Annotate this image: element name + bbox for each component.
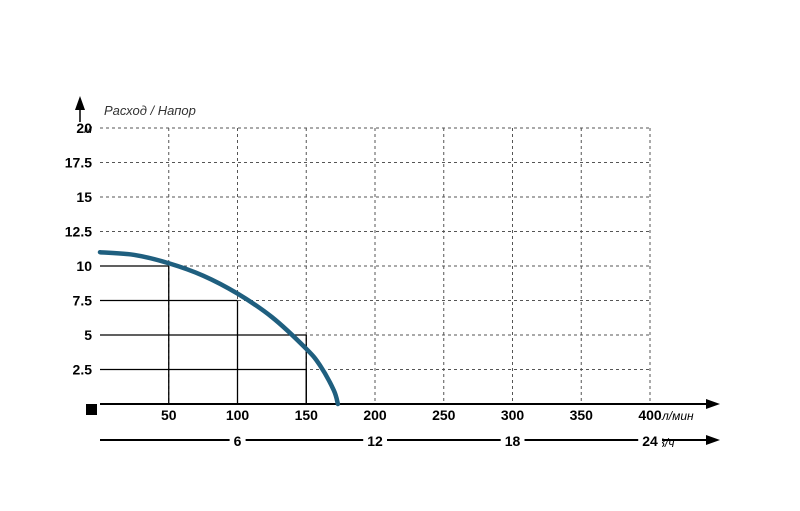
x2-tick-label: 18 — [505, 433, 521, 449]
x-tick-label: 50 — [161, 407, 177, 423]
y-tick-label: 15 — [76, 189, 92, 205]
x-tick-label: 350 — [570, 407, 594, 423]
y-tick-label: 5 — [84, 327, 92, 343]
x-tick-label: 400 — [638, 407, 662, 423]
x-tick-label: 150 — [295, 407, 319, 423]
x-tick-label: 100 — [226, 407, 250, 423]
origin-marker — [86, 404, 97, 415]
x-tick-label: 300 — [501, 407, 525, 423]
x2-tick-label-bg — [363, 433, 387, 449]
x2-tick-label: 12 — [367, 433, 383, 449]
x2-axis-arrow — [706, 435, 720, 445]
x-tick-label: 200 — [363, 407, 387, 423]
x2-tick-label-bg — [229, 433, 246, 449]
y-tick-label: 17.5 — [65, 155, 92, 171]
y-tick-label: 7.5 — [73, 293, 93, 309]
axes — [75, 96, 720, 445]
x2-tick-label-bg — [500, 433, 525, 449]
labels: Расход / Напор м л/мин м3/ч 2017.51512.5… — [65, 103, 694, 450]
x2-tick-label-bg — [638, 433, 662, 449]
performance-curve — [97, 249, 341, 407]
y-tick-label: 20 — [76, 120, 92, 136]
y-tick-label: 2.5 — [73, 362, 93, 378]
x-unit-label: л/мин — [661, 409, 694, 423]
y-tick-label: 10 — [76, 258, 92, 274]
x2-tick-label: 6 — [234, 433, 242, 449]
y-tick-label: 12.5 — [65, 224, 92, 240]
chart-title: Расход / Напор — [104, 103, 196, 118]
curve-layer — [97, 249, 341, 407]
x-axis-arrow — [706, 399, 720, 409]
y-axis-arrow — [75, 96, 85, 110]
x2-tick-label: 24 — [642, 433, 658, 449]
x-tick-label: 250 — [432, 407, 456, 423]
reference-lines — [100, 265, 307, 404]
y-unit-label: м — [84, 122, 92, 136]
